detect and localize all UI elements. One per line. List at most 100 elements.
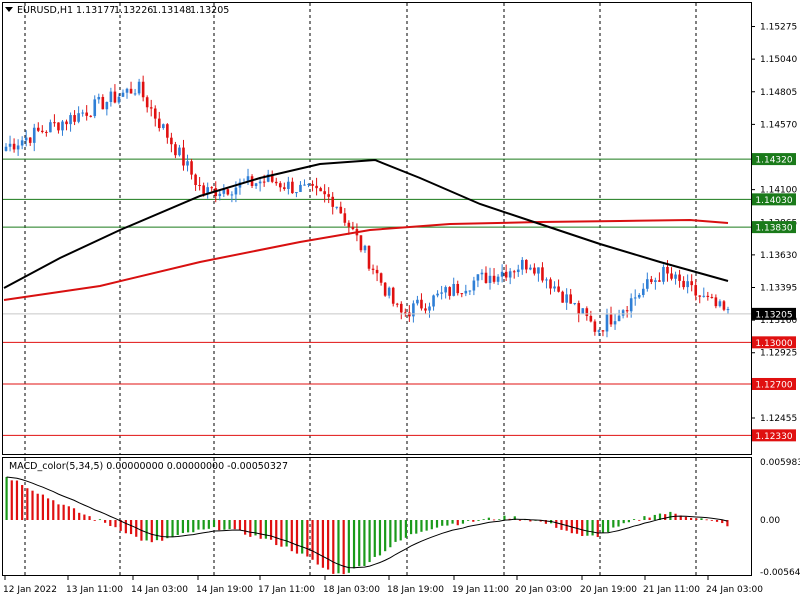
macd-bar <box>389 520 392 548</box>
macd-signal-line <box>6 476 728 569</box>
candle-body <box>210 187 214 189</box>
candle-body <box>658 280 661 282</box>
macd-bar <box>430 520 433 530</box>
macd-bar <box>5 476 8 520</box>
candle-body <box>512 271 516 273</box>
candlesticks <box>4 75 730 338</box>
candle-body <box>629 298 633 312</box>
indicator-axis: 0.0059831 0.00 -0.005649 <box>760 458 800 578</box>
time-axis-label: 18 Jan 03:00 <box>323 585 380 595</box>
candle-body <box>149 107 153 109</box>
candle-body <box>359 235 363 251</box>
macd-bar <box>482 519 485 521</box>
macd-bar <box>88 516 91 520</box>
candle-body <box>722 301 726 310</box>
macd-bar <box>664 514 667 520</box>
macd-bar <box>695 518 698 520</box>
candle-body <box>504 271 508 278</box>
macd-bar <box>129 520 133 535</box>
macd-bar <box>679 515 682 520</box>
candle-body <box>448 287 451 296</box>
time-axis-label: 17 Jan 11:00 <box>258 585 315 595</box>
price-axis-label: 1.15275 <box>760 23 797 33</box>
candle-body <box>162 124 165 129</box>
macd-bar <box>513 516 516 520</box>
candle-body <box>581 308 585 314</box>
candle-body <box>694 285 698 296</box>
macd-bar <box>643 516 646 520</box>
candle-body <box>258 181 262 184</box>
candle-body <box>379 273 383 283</box>
candle-body <box>367 245 371 269</box>
macd-bar <box>145 520 148 541</box>
macd-bar <box>223 520 226 530</box>
macd-bar <box>207 520 210 529</box>
macd-bar <box>259 520 262 539</box>
candle-body <box>174 144 177 156</box>
macd-bar <box>233 520 236 530</box>
macd-bar <box>415 520 418 534</box>
candle-body <box>254 183 258 186</box>
macd-bar <box>487 517 490 520</box>
candle-body <box>690 281 693 286</box>
candle-body <box>404 312 407 314</box>
macd-bar <box>244 520 247 535</box>
ohlc-high: 1.13226 <box>114 5 153 16</box>
macd-bar <box>441 520 444 526</box>
macd-bar <box>119 520 122 531</box>
candle-body <box>343 213 347 223</box>
level-tag <box>752 153 796 166</box>
candle-body <box>4 146 8 151</box>
candle-body <box>408 312 411 317</box>
macd-bar <box>684 516 688 520</box>
level-tag <box>752 221 796 234</box>
level-tag-label: 1.12330 <box>755 432 792 442</box>
candle-body <box>589 315 593 322</box>
macd-bar <box>658 513 662 520</box>
candle-body <box>641 288 645 295</box>
price-axis-label: 1.15040 <box>760 55 797 65</box>
macd-bar <box>461 520 465 524</box>
candle-body <box>12 143 16 150</box>
candle-body <box>573 303 577 305</box>
candle-body <box>323 191 326 195</box>
macd-bar <box>347 520 350 573</box>
candle-body <box>194 174 197 186</box>
candle-body <box>678 274 681 281</box>
candle-body <box>609 314 613 325</box>
macd-bar <box>607 520 610 533</box>
candle-body <box>93 99 97 117</box>
macd-bar <box>36 493 39 520</box>
candle-body <box>145 97 149 108</box>
candle-body <box>291 181 294 194</box>
candle-body <box>363 245 367 251</box>
time-axis-label: 20 Jan 03:00 <box>515 585 572 595</box>
candle-body <box>16 145 20 150</box>
macd-bar <box>710 520 713 521</box>
price-axis: 1.15275 1.15040 1.14805 1.14570 1.14100 1.138… <box>751 23 797 424</box>
indicator-title: MACD_color(5,34,5) 0.00000000 0.00000000… <box>9 461 288 472</box>
candle-body <box>230 194 234 196</box>
candle-body <box>428 306 431 311</box>
candle-body <box>460 293 464 295</box>
macd-bar <box>321 520 325 568</box>
macd-bar <box>467 520 470 521</box>
macd-bar <box>518 519 522 521</box>
dropdown-arrow-icon[interactable] <box>5 7 13 12</box>
candle-body <box>121 92 125 97</box>
macd-bar <box>544 520 548 524</box>
candle-body <box>303 184 306 186</box>
price-axis-label: 1.12925 <box>760 349 797 359</box>
time-axis-label: 18 Jan 19:00 <box>387 585 444 595</box>
candle-body <box>726 309 730 311</box>
candle-body <box>561 291 564 303</box>
indicator-axis-label: -0.005649 <box>760 568 800 578</box>
candle-body <box>375 269 379 274</box>
time-axis-label: 14 Jan 19:00 <box>196 585 253 595</box>
macd-bar <box>176 520 179 536</box>
candle-body <box>452 283 456 296</box>
candle-body <box>488 275 492 283</box>
fast-moving-average-line <box>3 158 729 289</box>
macd-bar <box>41 494 44 520</box>
